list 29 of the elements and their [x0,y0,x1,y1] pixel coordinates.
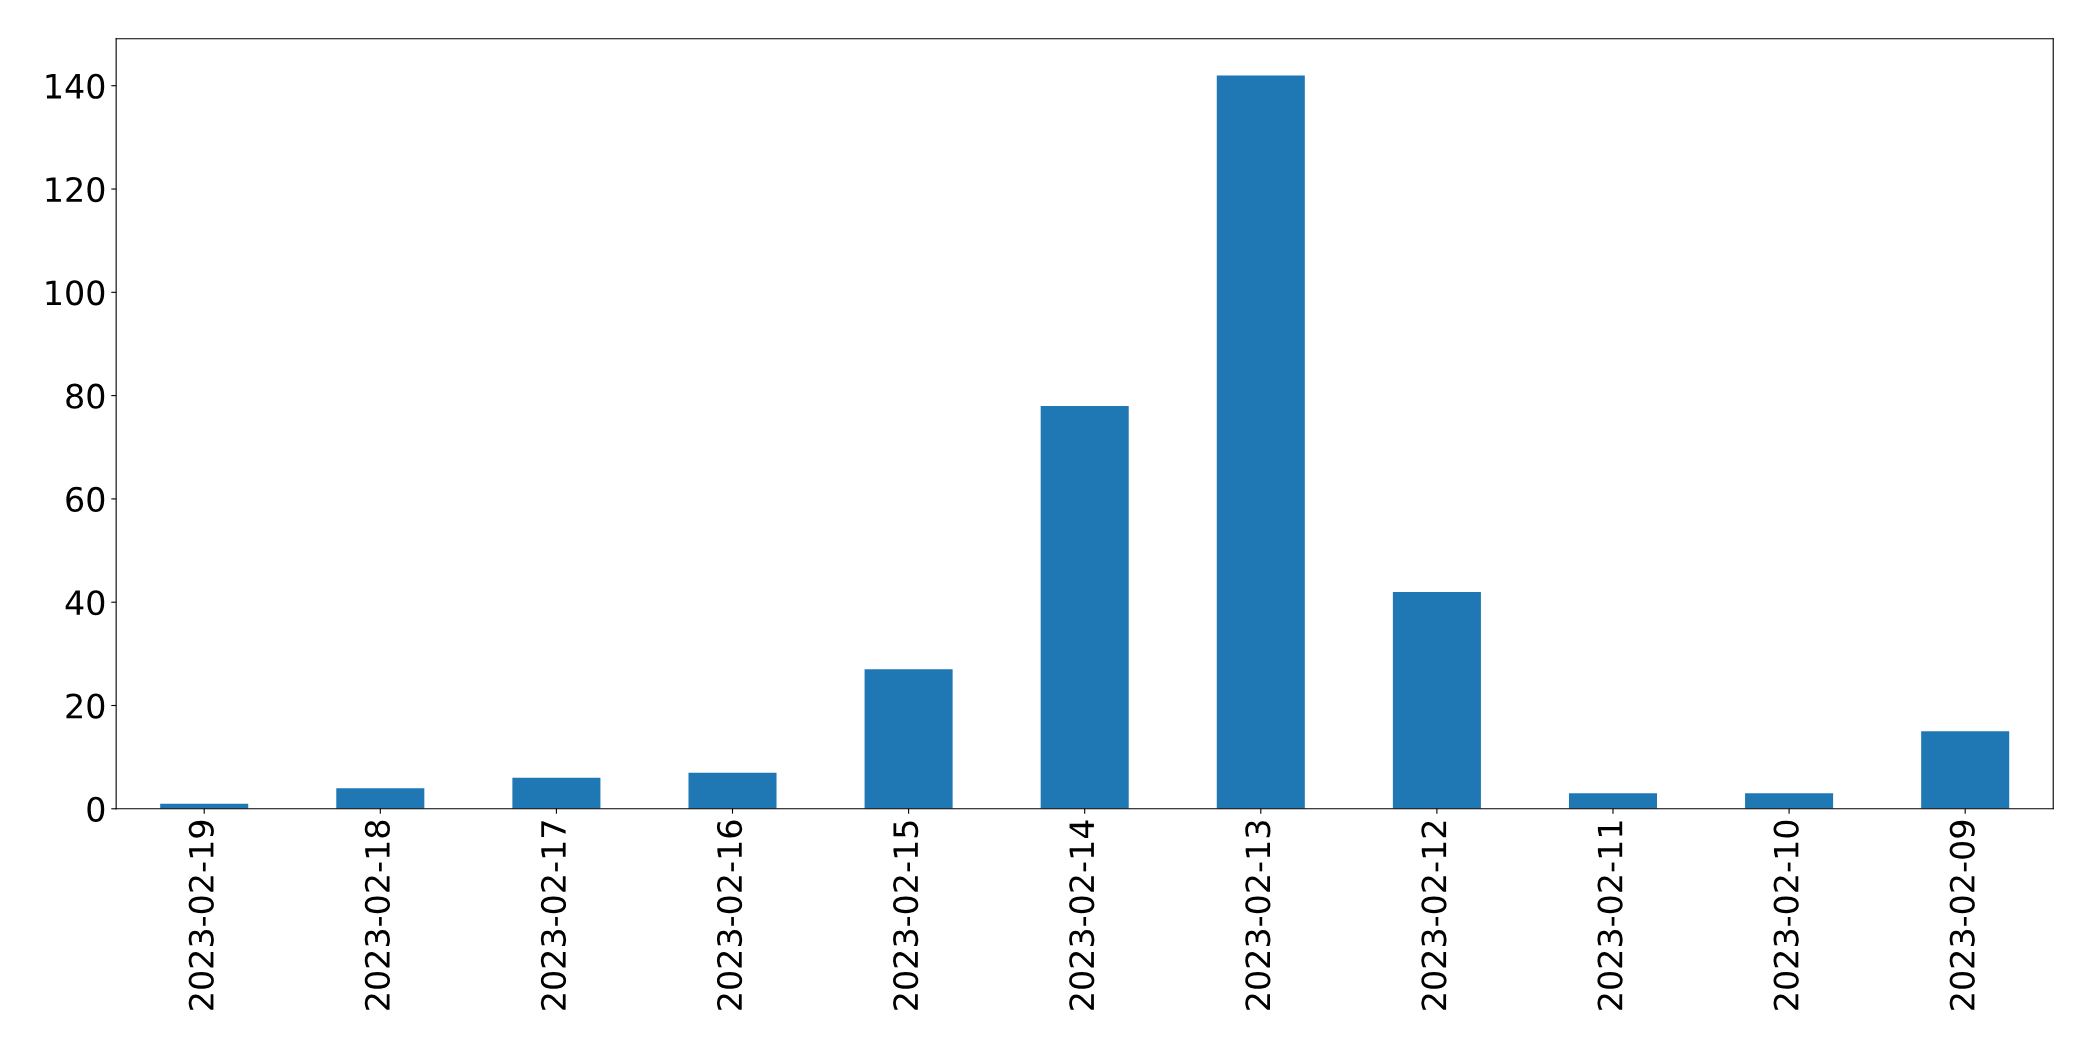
x-tick-label: 2023-02-14 [1069,820,1095,1010]
bar [1392,591,1481,809]
y-tick-label: 120 [46,176,105,203]
y-tick-label: 60 [66,486,105,513]
x-tick-label: 2023-02-15 [893,821,919,1010]
bar [1040,405,1129,809]
x-tick-label: 2023-02-18 [364,820,390,1010]
y-tick-label: 20 [66,693,105,719]
bar [864,669,953,809]
bar [1921,731,2010,809]
bar [336,788,425,809]
y-tick-label: 0 [87,796,105,822]
y-tick-label: 80 [66,383,105,409]
y-tick-label: 140 [46,73,105,99]
bar [512,777,601,809]
x-tick-label: 2023-02-13 [1245,821,1271,1010]
bar [1216,75,1305,809]
x-tick-label: 2023-02-16 [716,820,743,1010]
x-tick-label: 2023-02-09 [1949,820,1975,1010]
x-tick-label: 2023-02-17 [540,821,567,1010]
x-tick-label: 2023-02-11 [1597,821,1623,1010]
x-tick-label: 2023-02-19 [188,820,214,1010]
y-tick-label: 100 [46,280,105,306]
bar [1745,793,1834,809]
y-tick-label: 40 [65,590,105,616]
bar [1568,793,1658,809]
bar [688,772,777,809]
x-tick-label: 2023-02-12 [1421,821,1447,1010]
x-tick-label: 2023-02-10 [1773,820,1799,1010]
